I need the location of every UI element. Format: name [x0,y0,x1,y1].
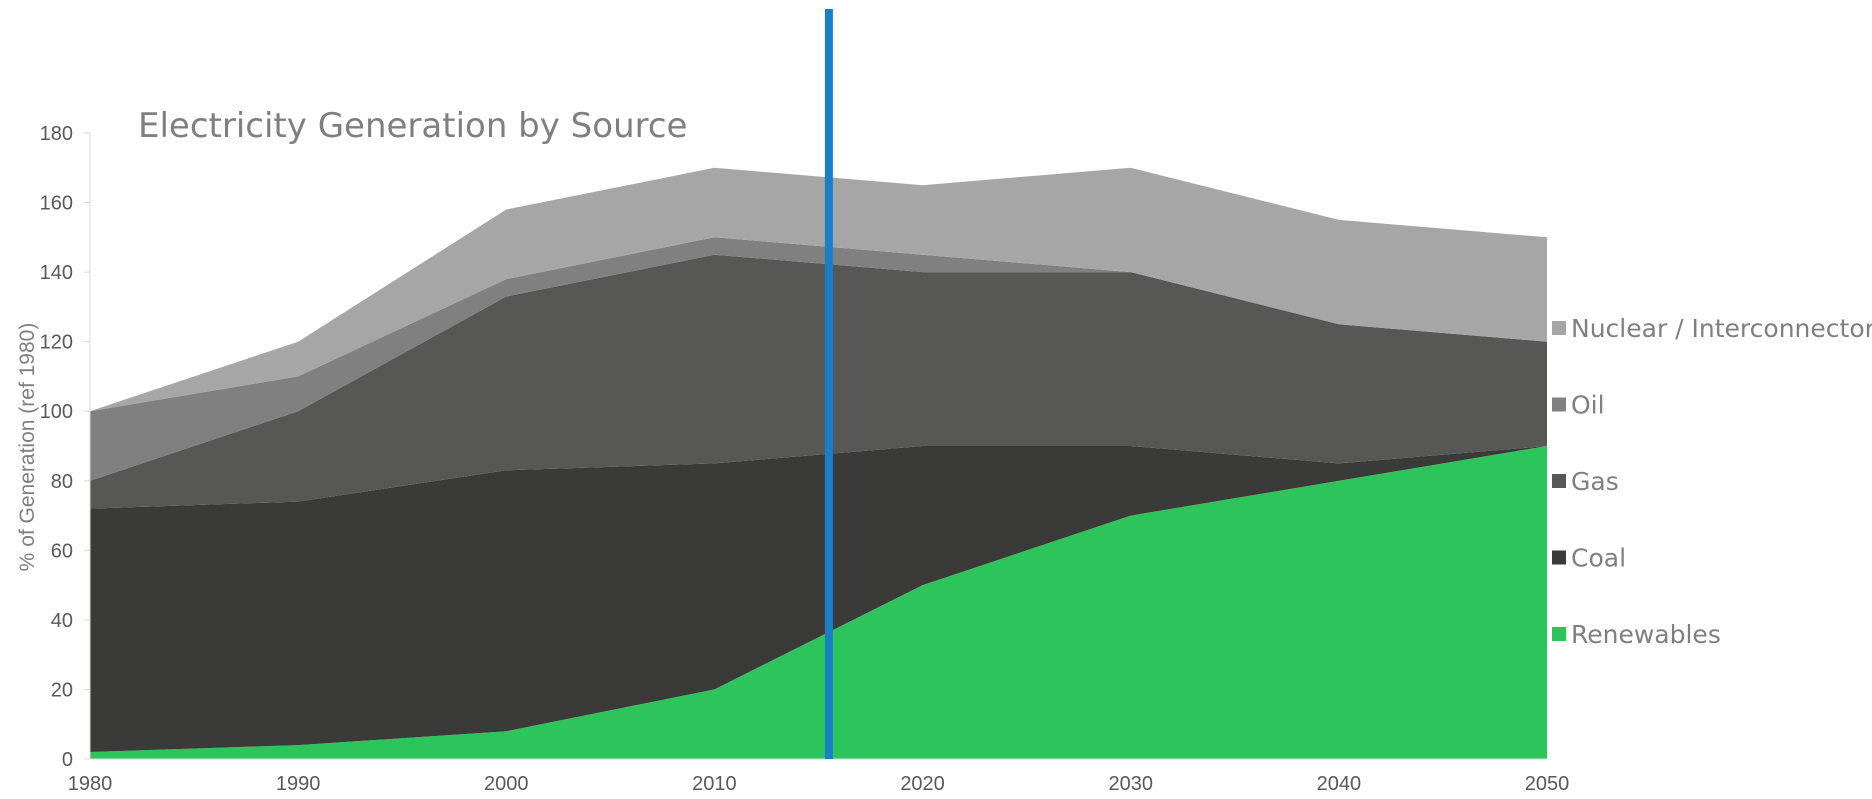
x-tick-labels: 1980 1990 2000 2010 2020 2030 2040 2050 [68,773,1570,795]
axes [89,133,1547,760]
y-tick-label: 60 [51,540,73,562]
legend-label-oil: Oil [1571,391,1605,420]
y-tick-label: 160 [40,193,73,215]
x-tick-label: 2050 [1525,773,1570,795]
y-tick-labels: 0 20 40 60 80 100 120 140 160 180 [40,123,90,771]
x-tick-label: 2000 [484,773,529,795]
y-axis-title: % of Generation (ref 1980) [16,323,39,572]
y-tick-label: 20 [51,679,73,701]
legend-swatch-renewables [1552,627,1566,641]
legend-swatch-oil [1552,397,1566,412]
legend-swatch-nuclear-interconnector [1552,321,1566,335]
legend-label-renewables: Renewables [1571,620,1721,649]
x-tick-label: 1990 [276,773,321,795]
y-tick-label: 100 [40,401,73,423]
y-tick-label: 120 [40,332,73,354]
y-tick-label: 140 [40,262,73,284]
y-tick-label: 180 [40,123,73,145]
y-tick-label: 80 [51,471,73,493]
area-coal [90,446,1547,752]
x-tick-label: 2020 [900,773,945,795]
y-tick-label: 40 [51,610,73,632]
area-nuclear-interconnector [90,167,1547,412]
area-series-group [90,167,1547,759]
legend-swatch-gas [1552,474,1566,488]
area-renewables [90,446,1547,759]
y-tick-label: 0 [62,749,73,771]
x-tick-label: 2010 [692,773,737,795]
x-tick-label: 1980 [68,773,113,795]
legend-label-nuclear-interconnector: Nuclear / Interconnector [1571,314,1872,343]
area-oil [90,237,1547,481]
x-tick-label: 2040 [1317,773,1362,795]
chart-title: Electricity Generation by Source [138,106,687,146]
x-tick-label: 2030 [1108,773,1153,795]
legend-label-coal: Coal [1571,544,1626,573]
area-gas [90,254,1547,509]
legend: Nuclear / Interconnector Oil Gas Coal Renewa… [1552,314,1872,649]
legend-swatch-coal [1552,550,1566,565]
legend-label-gas: Gas [1571,467,1619,496]
